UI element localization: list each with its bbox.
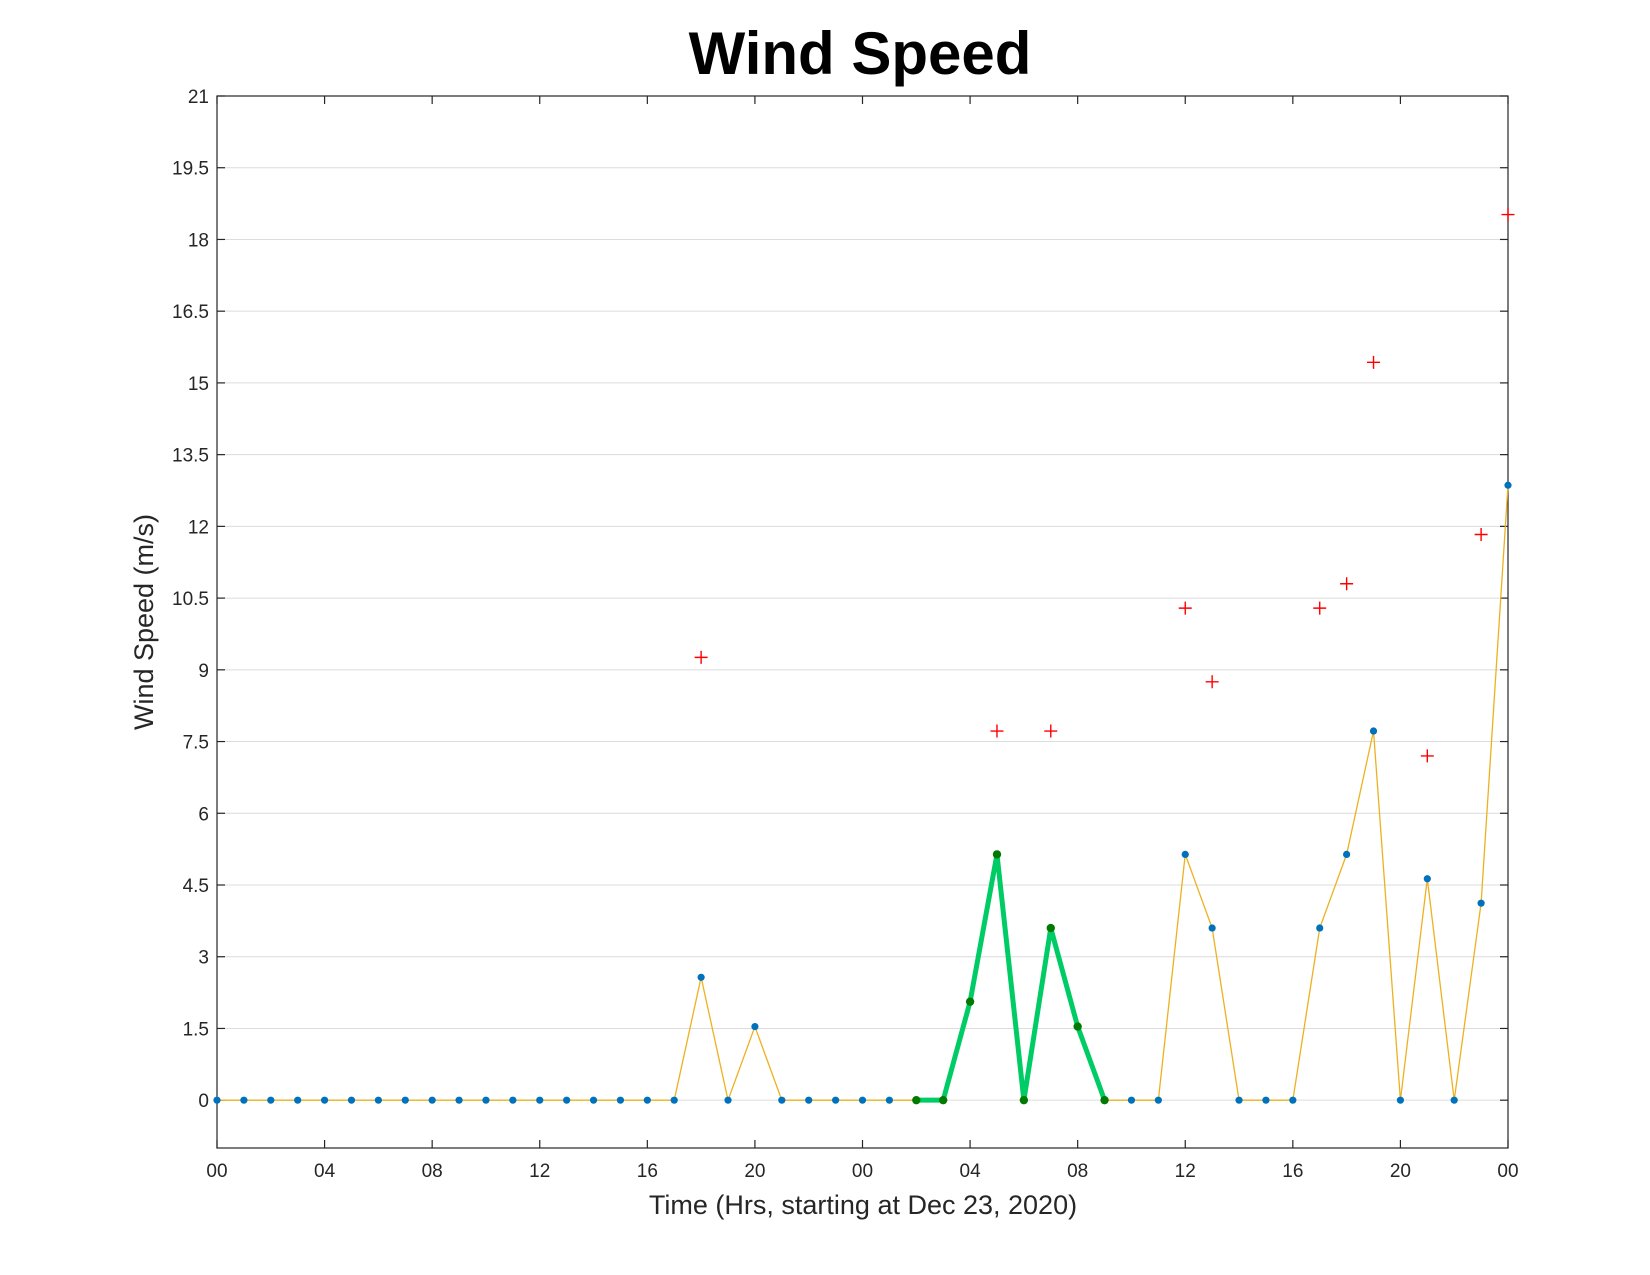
gridlines (217, 95, 1508, 1101)
data-point (643, 1096, 651, 1104)
plus-marker (1474, 527, 1488, 541)
data-point (751, 1022, 759, 1031)
x-tick-label: 20 (1390, 1161, 1411, 1182)
data-point (240, 1096, 248, 1104)
data-point (1289, 1096, 1297, 1104)
y-tick-label: 10.5 (172, 589, 209, 610)
y-tick-label: 1.5 (183, 1019, 209, 1040)
plus-marker (1313, 601, 1327, 615)
x-tick-label: 04 (960, 1161, 982, 1182)
data-point (1181, 850, 1189, 858)
highlight-point (938, 1095, 948, 1105)
x-tick-label: 08 (422, 1161, 443, 1182)
data-point (1369, 727, 1378, 735)
data-point (374, 1096, 382, 1104)
plus-marker (1340, 577, 1354, 591)
data-point (778, 1096, 786, 1104)
data-point (536, 1096, 544, 1104)
plot-frame (216, 95, 1509, 1149)
x-tick-label: 00 (206, 1161, 227, 1182)
data-point (589, 1096, 598, 1104)
x-tick-label: 12 (529, 1161, 550, 1182)
data-point (267, 1096, 275, 1104)
x-tick-label: 12 (1175, 1161, 1196, 1182)
y-axis-label: Wind Speed (m/s) (129, 514, 159, 730)
data-point (670, 1096, 678, 1104)
data-point (1154, 1096, 1162, 1104)
data-point (1343, 850, 1351, 858)
y-tick-label: 7.5 (183, 733, 209, 754)
data-point (616, 1096, 625, 1104)
data-point (832, 1096, 840, 1104)
x-tick-label: 08 (1067, 1161, 1088, 1182)
y-tick-label: 0 (198, 1091, 209, 1112)
highlight-point (1046, 923, 1055, 933)
highlight-point (1073, 1022, 1082, 1031)
data-point (1127, 1096, 1136, 1104)
plus-marker (694, 650, 708, 664)
plus-marker (1178, 601, 1192, 615)
x-tick-label: 16 (637, 1161, 658, 1182)
data-point (1208, 924, 1216, 932)
data-point (724, 1096, 732, 1104)
x-tick-label: 16 (1282, 1161, 1303, 1182)
x-axis-label: Time (Hrs, starting at Dec 23, 2020) (649, 1190, 1077, 1220)
x-tick-label: 20 (744, 1161, 765, 1182)
y-tick-label: 19.5 (172, 159, 209, 180)
data-point (509, 1096, 517, 1104)
y-tick-label: 13.5 (172, 446, 209, 467)
plot-series (213, 208, 1515, 1105)
y-tick-label: 15 (188, 374, 209, 395)
x-tick-label: 00 (852, 1161, 873, 1182)
highlight-point (965, 997, 975, 1006)
series-line-highlight (916, 853, 1107, 1103)
data-point (1235, 1096, 1243, 1104)
highlight-point (992, 850, 1002, 859)
highlight-point (1019, 1095, 1029, 1105)
plus-marker (1205, 675, 1219, 689)
highlight-point (912, 1095, 921, 1105)
data-point (455, 1096, 463, 1104)
plus-marker (1367, 355, 1381, 369)
data-point (563, 1096, 571, 1104)
data-point (1504, 481, 1512, 489)
y-tick-label: 18 (188, 230, 209, 251)
y-tick-label: 3 (198, 948, 209, 969)
data-point (482, 1096, 490, 1104)
x-tick-label: 04 (314, 1161, 336, 1182)
plus-marker (990, 724, 1004, 738)
data-point (1316, 924, 1324, 932)
data-point (1396, 1096, 1405, 1104)
chart-title: Wind Speed (689, 20, 1032, 87)
plus-marker (1044, 724, 1058, 738)
plus-marker (1501, 208, 1515, 222)
plus-marker (1420, 749, 1434, 763)
data-point (213, 1096, 221, 1104)
data-point (885, 1096, 893, 1104)
x-tick-label: 00 (1497, 1161, 1518, 1182)
y-tick-label: 6 (198, 804, 209, 825)
data-point (1477, 899, 1485, 907)
data-point (858, 1096, 867, 1104)
y-tick-label: 9 (198, 661, 209, 682)
data-point (347, 1096, 356, 1104)
data-point (1423, 875, 1431, 883)
y-tick-label: 21 (188, 87, 209, 108)
series-line-wind-speed (217, 485, 1509, 1103)
data-point (294, 1096, 302, 1104)
data-point (401, 1096, 409, 1104)
y-tick-label: 12 (188, 517, 209, 538)
y-tick-label: 4.5 (183, 876, 209, 897)
axis-ticks: 0 1.5 3 4.5 6 7.5 9 10.5 12 13.5 15 16.5 18 19.5 21 00 0… (172, 87, 1519, 1182)
highlight-point (1100, 1095, 1109, 1105)
y-tick-label: 16.5 (172, 302, 209, 323)
data-point (697, 973, 705, 981)
data-point (1262, 1096, 1270, 1104)
data-point (805, 1096, 813, 1104)
data-point (1450, 1096, 1458, 1104)
data-point (428, 1096, 436, 1104)
data-point (320, 1096, 329, 1104)
